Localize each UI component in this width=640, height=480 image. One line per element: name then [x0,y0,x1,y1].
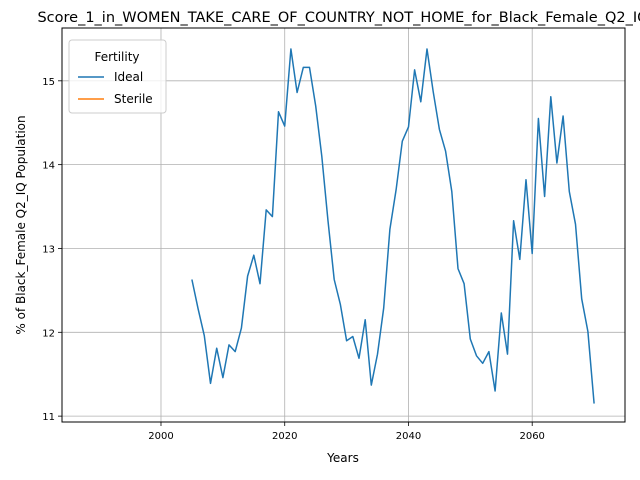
x-axis-label: Years [326,451,359,465]
plot-frame [61,27,626,423]
y-axis-label: % of Black_Female Q2_IQ Population [14,115,28,334]
series-line-ideal [191,48,595,404]
y-tick-label: 13 [42,244,55,255]
y-tick-label: 11 [42,412,55,423]
x-tick-label: 2000 [148,431,173,442]
plot-lines [191,48,595,404]
legend-title: Fertility [94,50,139,64]
x-tick-label: 2040 [396,431,421,442]
x-tick-label: 2060 [519,431,544,442]
legend: Fertility Ideal Sterile [68,39,167,114]
legend-box [68,39,167,114]
legend-label-sterile: Sterile [114,92,153,106]
y-tick-label: 14 [42,161,55,172]
y-tick-label: 15 [42,77,55,88]
y-tick-label: 12 [42,328,55,339]
legend-label-ideal: Ideal [114,70,143,84]
x-tick-label: 2020 [272,431,297,442]
axis-ticks: 2000 2020 2040 2060 11 12 13 14 15 [42,77,545,442]
chart-title: Score_1_in_WOMEN_TAKE_CARE_OF_COUNTRY_NO… [37,10,640,26]
